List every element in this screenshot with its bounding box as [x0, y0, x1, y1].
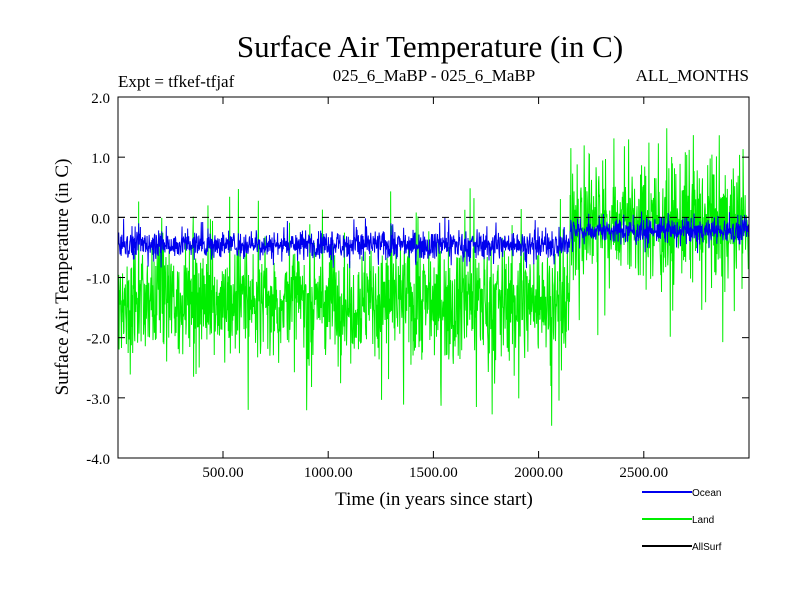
y-tick-label: 0.0 — [91, 211, 110, 227]
x-axis-label: Time (in years since start) — [335, 489, 533, 510]
y-tick-label: -3.0 — [86, 392, 110, 408]
legend-label-land: Land — [692, 515, 714, 526]
legend: Ocean Land AllSurf — [642, 488, 722, 553]
data-layer — [117, 128, 750, 426]
legend-label-allsurf: AllSurf — [692, 542, 722, 553]
y-tick-label: -1.0 — [86, 272, 110, 288]
experiment-label: Expt = tfkef-tfjaf — [118, 72, 235, 91]
legend-label-ocean: Ocean — [692, 488, 721, 499]
comparison-label: 025_6_MaBP - 025_6_MaBP — [333, 66, 535, 85]
series-line-ocean — [117, 211, 750, 269]
y-axis-label: Surface Air Temperature (in C) — [52, 159, 73, 396]
y-tick-label: -4.0 — [86, 452, 110, 468]
y-tick-label: -2.0 — [86, 332, 110, 348]
x-tick-label: 500.00 — [202, 465, 243, 481]
series-line-land — [117, 128, 750, 426]
period-label: ALL_MONTHS — [636, 66, 749, 85]
chart-title: Surface Air Temperature (in C) — [237, 29, 623, 64]
x-tick-label: 1000.00 — [304, 465, 353, 481]
y-tick-label: 1.0 — [91, 151, 110, 167]
axis-layer: 2.0 1.0 0.0 -1.0 -2.0 -3.0 -4.0 500.00 1000.00 15… — [86, 91, 749, 481]
x-tick-label: 1500.00 — [409, 465, 458, 481]
y-tick-label: 2.0 — [91, 91, 110, 107]
x-tick-label: 2000.00 — [514, 465, 563, 481]
x-tick-label: 2500.00 — [619, 465, 668, 481]
